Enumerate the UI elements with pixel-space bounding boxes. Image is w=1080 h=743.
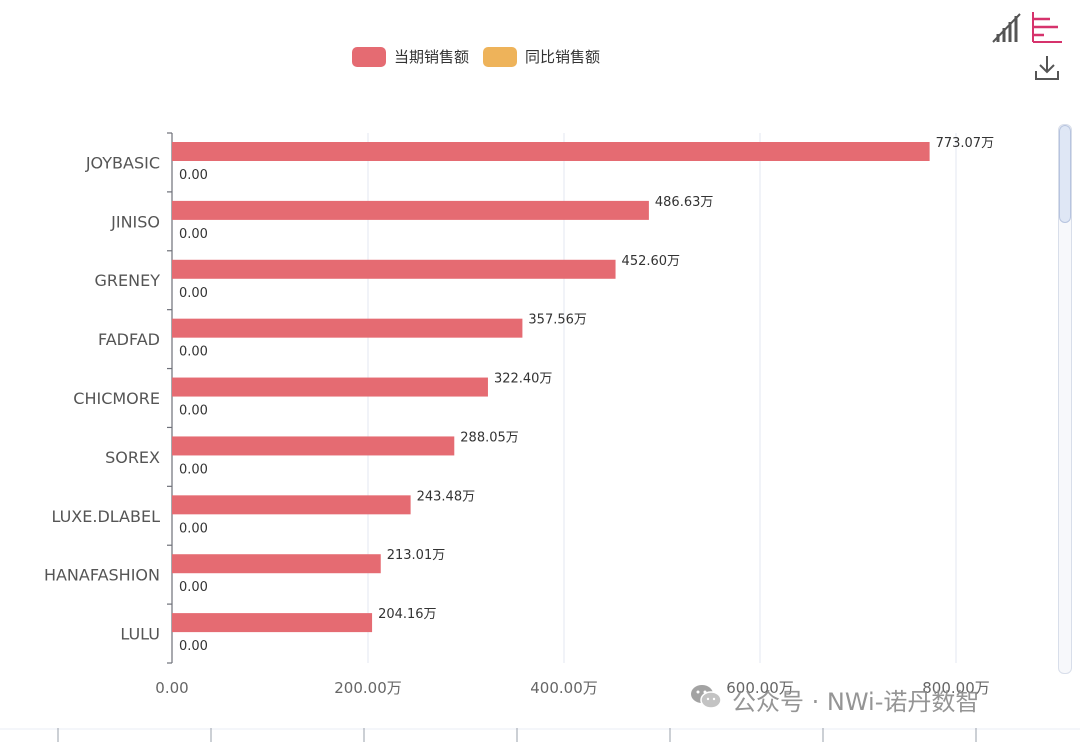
watermark-text: 公众号 · NWi-诺丹数智 <box>732 688 980 716</box>
bar-current-sales[interactable] <box>172 318 523 338</box>
bar-current-sales[interactable] <box>172 436 455 456</box>
data-zoom-slider[interactable] <box>1058 124 1072 674</box>
legend-swatch <box>352 46 386 67</box>
legend-swatch <box>483 46 518 67</box>
bar-value-label: 0.00 <box>179 227 208 242</box>
y-category-label: LULU <box>120 625 160 644</box>
bar-value-label: 288.05万 <box>460 430 519 445</box>
bar-value-label: 0.00 <box>179 639 208 654</box>
bottom-ruler <box>0 728 1080 742</box>
horizontal-bar-switch-icon[interactable] <box>1030 10 1064 48</box>
legend-label: 当期销售额 <box>394 48 470 66</box>
bar-value-label: 0.00 <box>179 521 208 536</box>
y-category-label: LUXE.DLABEL <box>51 507 160 526</box>
bar-value-label: 0.00 <box>179 462 208 477</box>
bar-current-sales[interactable] <box>172 200 649 220</box>
x-tick-label: 200.00万 <box>334 679 402 697</box>
y-category-label: HANAFASHION <box>44 566 160 585</box>
x-tick-label: 600.00万 <box>726 679 794 697</box>
y-category-label: SOREX <box>105 448 160 467</box>
bar-value-label: 452.60万 <box>622 254 681 269</box>
x-tick-label: 400.00万 <box>530 679 598 697</box>
bar-value-label: 0.00 <box>179 404 208 419</box>
chart-toolbox <box>986 8 1066 88</box>
y-category-label: JINISO <box>110 212 160 231</box>
watermark: 公众号 · NWi-诺丹数智 <box>690 682 979 717</box>
bar-current-sales[interactable] <box>172 142 930 161</box>
x-tick-label: 800.00万 <box>922 679 990 697</box>
bar-value-label: 0.00 <box>179 168 208 183</box>
y-category-label: FADFAD <box>98 330 160 349</box>
x-tick-label: 0.00 <box>155 679 188 697</box>
bar-value-label: 0.00 <box>179 345 208 360</box>
bar-value-label: 357.56万 <box>528 313 587 328</box>
bar-value-label: 0.00 <box>179 580 208 595</box>
bar-value-label: 243.48万 <box>417 489 476 504</box>
bar-current-sales[interactable] <box>172 554 381 574</box>
legend-item[interactable]: 同比销售额 <box>483 46 600 67</box>
bar-current-sales[interactable] <box>172 495 411 515</box>
legend-label: 同比销售额 <box>525 48 601 66</box>
bar-value-label: 486.63万 <box>655 195 714 210</box>
bar-value-label: 204.16万 <box>378 607 437 622</box>
data-zoom-handle[interactable] <box>1059 125 1071 223</box>
bar-value-label: 0.00 <box>179 286 208 301</box>
y-category-label: GRENEY <box>95 271 161 290</box>
bar-value-label: 322.40万 <box>494 372 553 387</box>
download-icon[interactable] <box>1034 54 1060 86</box>
y-category-label: CHICMORE <box>73 389 160 408</box>
y-category-label: JOYBASIC <box>85 153 160 172</box>
legend-item[interactable]: 当期销售额 <box>352 46 469 67</box>
bar-value-label: 773.07万 <box>936 136 995 151</box>
bar-current-sales[interactable] <box>172 377 488 397</box>
bar-current-sales[interactable] <box>172 259 616 279</box>
bar-value-label: 213.01万 <box>387 548 446 563</box>
chart-legend: 当期销售额 同比销售额 <box>352 46 600 67</box>
bar-current-sales[interactable] <box>172 613 373 633</box>
wechat-icon <box>690 683 722 717</box>
bar-chart-switch-icon[interactable] <box>990 10 1024 48</box>
